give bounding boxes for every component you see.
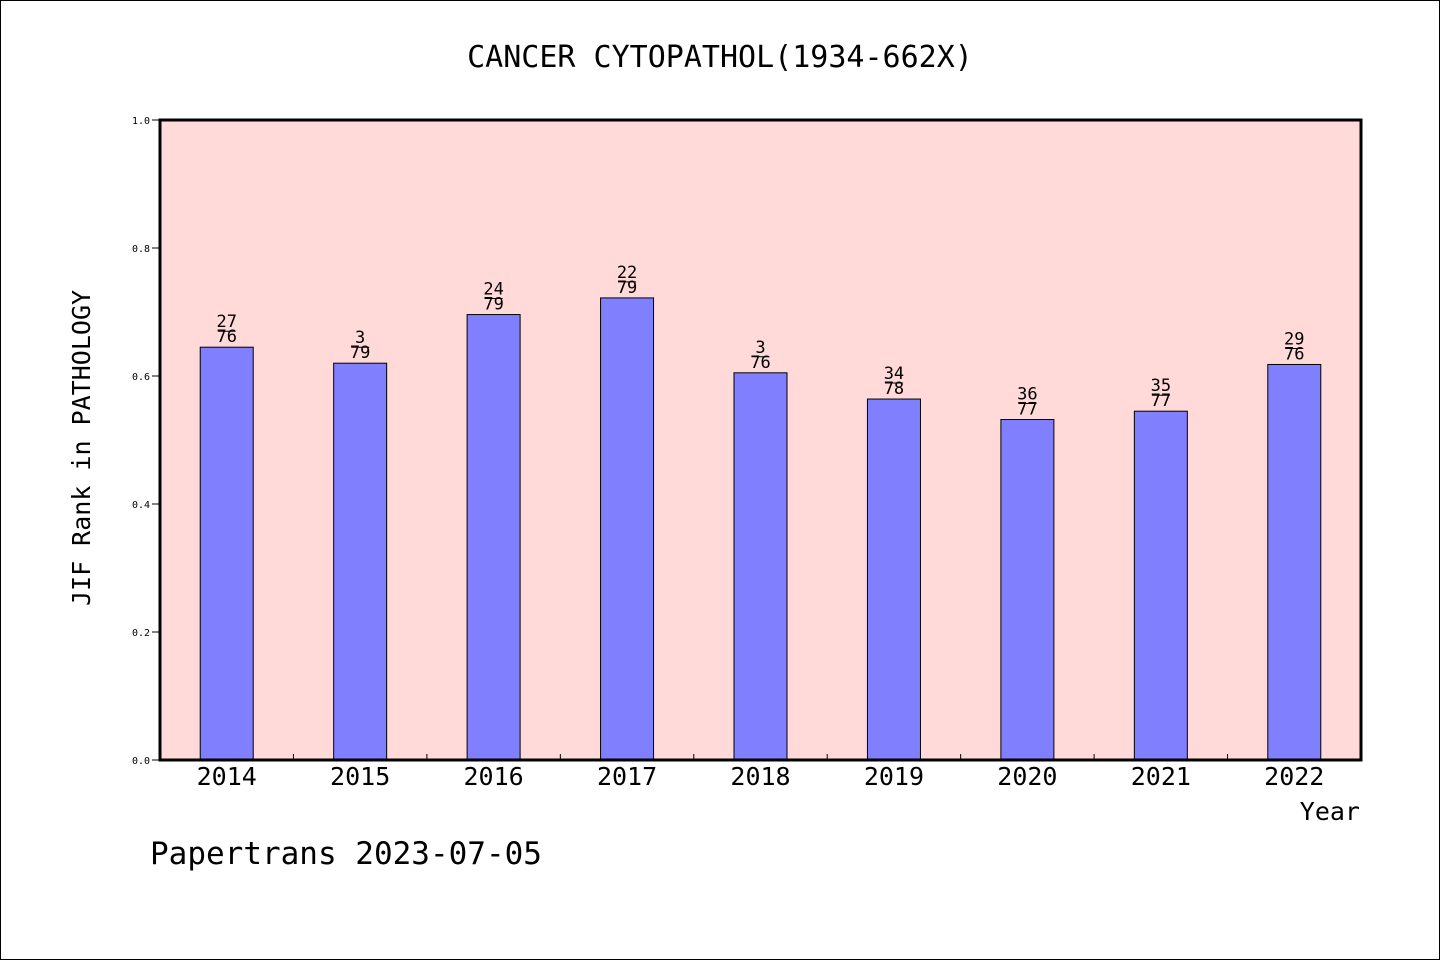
y-tick-label-0.4: 0.4 xyxy=(132,500,150,511)
data-label-total-2016: 79 xyxy=(483,295,503,315)
data-label-rank-2016: 24 xyxy=(483,280,503,300)
data-label-rank-2018: 3 xyxy=(755,338,765,358)
bar-2015 xyxy=(333,362,388,761)
x-tick-label-2019: 2019 xyxy=(864,762,924,791)
data-label-rank-2021: 35 xyxy=(1151,376,1171,396)
data-label-rank-2020: 36 xyxy=(1017,385,1037,405)
x-axis-label: Year xyxy=(1300,797,1360,826)
bar-2020 xyxy=(1000,419,1055,761)
bar-2022 xyxy=(1267,363,1322,761)
data-label-total-2014: 76 xyxy=(216,327,236,347)
data-label-rank-2014: 27 xyxy=(216,312,236,332)
data-label-rank-2019: 34 xyxy=(884,364,904,384)
data-label-total-2022: 76 xyxy=(1284,344,1304,364)
y-tick-label-0.8: 0.8 xyxy=(132,244,150,255)
x-tick-label-2022: 2022 xyxy=(1264,762,1324,791)
x-tick-label-2017: 2017 xyxy=(597,762,657,791)
y-axis-ticks: 0.0 0.2 0.4 0.6 0.8 1.0 xyxy=(132,116,160,767)
data-label-total-2020: 77 xyxy=(1017,400,1037,420)
y-tick-label-0.2: 0.2 xyxy=(132,628,150,639)
x-tick-label-2020: 2020 xyxy=(997,762,1057,791)
data-label-total-2017: 79 xyxy=(617,278,637,298)
y-tick-label-0.6: 0.6 xyxy=(132,372,150,383)
data-label-total-2021: 77 xyxy=(1151,391,1171,411)
data-label-rank-2022: 29 xyxy=(1284,329,1304,349)
bar-2016 xyxy=(466,314,521,761)
x-tick-label-2014: 2014 xyxy=(197,762,257,791)
bar-2017 xyxy=(600,297,655,761)
bar-2018 xyxy=(733,372,788,761)
data-label-total-2019: 78 xyxy=(884,379,904,399)
bar-2021 xyxy=(1133,410,1188,761)
x-axis-ticks: 2014 2015 2016 2017 2018 2019 2020 2021 2022 xyxy=(197,754,1324,791)
footer-watermark: Papertrans 2023-07-05 xyxy=(150,836,542,872)
x-tick-label-2018: 2018 xyxy=(730,762,790,791)
y-tick-label-1.0: 1.0 xyxy=(132,116,150,127)
data-label-rank-2015: 3 xyxy=(355,328,365,348)
bars xyxy=(199,297,1322,761)
bar-2019 xyxy=(866,398,921,761)
chart-title: CANCER CYTOPATHOL(1934-662X) xyxy=(467,40,973,75)
plot-border xyxy=(158,118,1363,762)
data-label-total-2015: 79 xyxy=(350,343,370,363)
data-label-total-2018: 76 xyxy=(750,353,770,373)
x-tick-label-2016: 2016 xyxy=(464,762,524,791)
y-tick-label-0.0: 0.0 xyxy=(132,756,150,767)
y-axis-label: JIF Rank in PATHOLOGY xyxy=(67,290,96,606)
bar-2014 xyxy=(199,346,254,761)
data-label-rank-2017: 22 xyxy=(617,263,637,283)
x-tick-label-2021: 2021 xyxy=(1131,762,1191,791)
x-tick-label-2015: 2015 xyxy=(330,762,390,791)
